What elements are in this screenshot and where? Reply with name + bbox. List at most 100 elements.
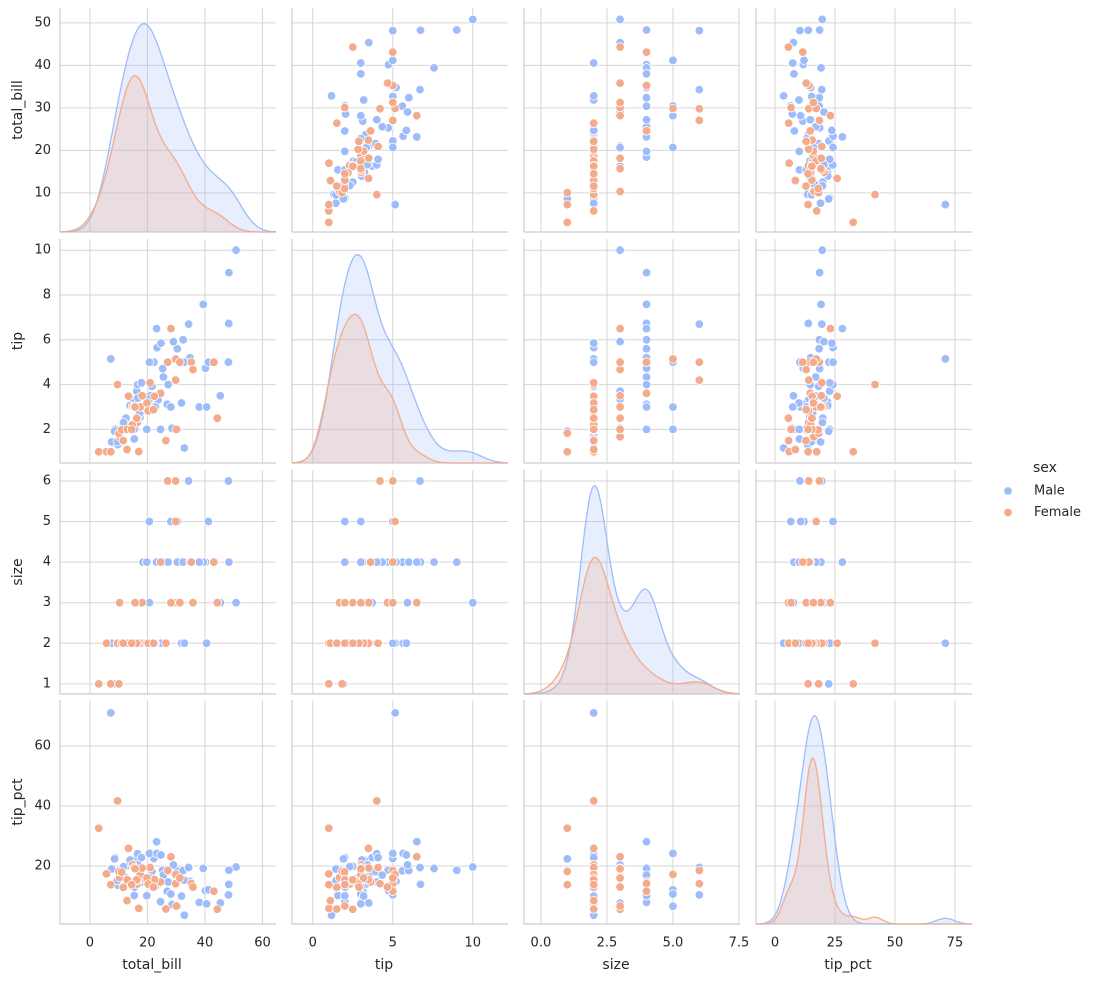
scatter-point bbox=[412, 132, 422, 142]
scatter-point bbox=[615, 97, 625, 108]
scatter-point bbox=[324, 823, 334, 833]
scatter-point bbox=[116, 867, 127, 877]
scatter-point bbox=[641, 101, 652, 111]
scatter-point bbox=[390, 199, 400, 210]
scatter-point bbox=[356, 164, 366, 174]
scatter-point bbox=[788, 402, 798, 412]
scatter-point bbox=[615, 852, 625, 862]
kde-area bbox=[524, 557, 740, 694]
scatter-point bbox=[641, 357, 652, 367]
scatter-point bbox=[188, 882, 198, 892]
scatter-point bbox=[161, 904, 171, 914]
scatter-point bbox=[799, 55, 809, 66]
scatter-point bbox=[106, 708, 116, 718]
scatter-point bbox=[148, 404, 159, 415]
scatter-point bbox=[814, 476, 825, 486]
panel bbox=[523, 700, 740, 925]
scatter-point bbox=[807, 413, 817, 423]
scatter-point bbox=[848, 679, 858, 689]
scatter-point bbox=[363, 843, 374, 854]
scatter-point bbox=[641, 47, 652, 57]
scatter-point bbox=[812, 447, 822, 457]
scatter-point bbox=[388, 55, 398, 66]
scatter-point bbox=[808, 398, 819, 408]
scatter-point bbox=[388, 25, 398, 36]
scatter-point bbox=[340, 557, 350, 567]
scatter-point bbox=[828, 516, 838, 527]
y-tick-label: 20 bbox=[34, 143, 51, 158]
scatter-point bbox=[837, 132, 848, 142]
scatter-point bbox=[188, 597, 198, 608]
scatter-point bbox=[123, 391, 134, 401]
scatter-point bbox=[137, 391, 147, 401]
scatter-point bbox=[356, 58, 366, 68]
scatter-point bbox=[832, 638, 842, 648]
scatter-point bbox=[814, 115, 825, 126]
scatter-point bbox=[837, 557, 848, 567]
scatter-point bbox=[788, 391, 799, 401]
kde-line bbox=[756, 757, 972, 925]
scatter-point bbox=[332, 904, 342, 914]
scatter-point bbox=[356, 156, 366, 166]
scatter-point bbox=[848, 447, 858, 457]
scatter-point bbox=[452, 557, 462, 567]
x-tick-label: 5.0 bbox=[663, 936, 684, 951]
kde-line bbox=[756, 715, 972, 925]
scatter-point bbox=[134, 446, 144, 457]
scatter-point bbox=[589, 435, 599, 446]
scatter-point bbox=[144, 516, 155, 527]
scatter-point bbox=[789, 126, 800, 136]
scatter-point bbox=[562, 428, 573, 438]
scatter-point bbox=[641, 323, 652, 334]
scatter-point bbox=[615, 424, 625, 435]
scatter-point bbox=[101, 638, 112, 648]
scatter-point bbox=[112, 796, 123, 806]
scatter-point bbox=[694, 319, 705, 329]
scatter-point bbox=[694, 115, 705, 126]
scatter-point bbox=[817, 14, 827, 25]
scatter-point bbox=[209, 357, 219, 367]
scatter-point bbox=[589, 91, 599, 101]
scatter-point bbox=[348, 875, 358, 885]
scatter-point bbox=[694, 865, 705, 876]
scatter-point bbox=[589, 404, 599, 415]
scatter-point bbox=[803, 638, 813, 648]
scatter-point bbox=[668, 424, 678, 435]
scatter-point bbox=[223, 476, 234, 486]
scatter-point bbox=[118, 882, 128, 893]
x-tick-label: 0.0 bbox=[531, 936, 552, 951]
scatter-point bbox=[589, 904, 599, 914]
scatter-point bbox=[452, 865, 462, 875]
scatter-point bbox=[811, 516, 821, 527]
scatter-point bbox=[340, 597, 350, 608]
scatter-point bbox=[794, 95, 804, 105]
scatter-point bbox=[589, 168, 599, 179]
scatter-point bbox=[415, 476, 425, 486]
panel bbox=[59, 470, 276, 695]
scatter-point bbox=[175, 873, 185, 883]
scatter-point bbox=[798, 557, 808, 567]
scatter-point bbox=[803, 424, 813, 435]
scatter-point bbox=[130, 864, 140, 874]
x-axis-label: tip bbox=[375, 957, 393, 973]
scatter-point bbox=[641, 25, 652, 35]
scatter-point bbox=[337, 679, 347, 689]
scatter-point bbox=[142, 424, 152, 435]
scatter-point bbox=[339, 867, 350, 877]
scatter-point bbox=[194, 557, 204, 567]
scatter-point bbox=[641, 115, 652, 125]
scatter-point bbox=[364, 597, 374, 608]
y-tick-label: 8 bbox=[43, 288, 51, 303]
scatter-point bbox=[163, 865, 173, 876]
scatter-point bbox=[803, 25, 814, 35]
scatter-point bbox=[348, 904, 358, 914]
panel bbox=[291, 700, 508, 925]
scatter-point bbox=[156, 850, 166, 860]
scatter-point bbox=[795, 516, 806, 527]
scatter-point bbox=[562, 866, 573, 877]
scatter-point bbox=[817, 417, 828, 428]
scatter-point bbox=[589, 843, 599, 854]
scatter-point bbox=[848, 217, 858, 228]
scatter-point bbox=[224, 865, 234, 875]
scatter-point bbox=[340, 516, 350, 527]
